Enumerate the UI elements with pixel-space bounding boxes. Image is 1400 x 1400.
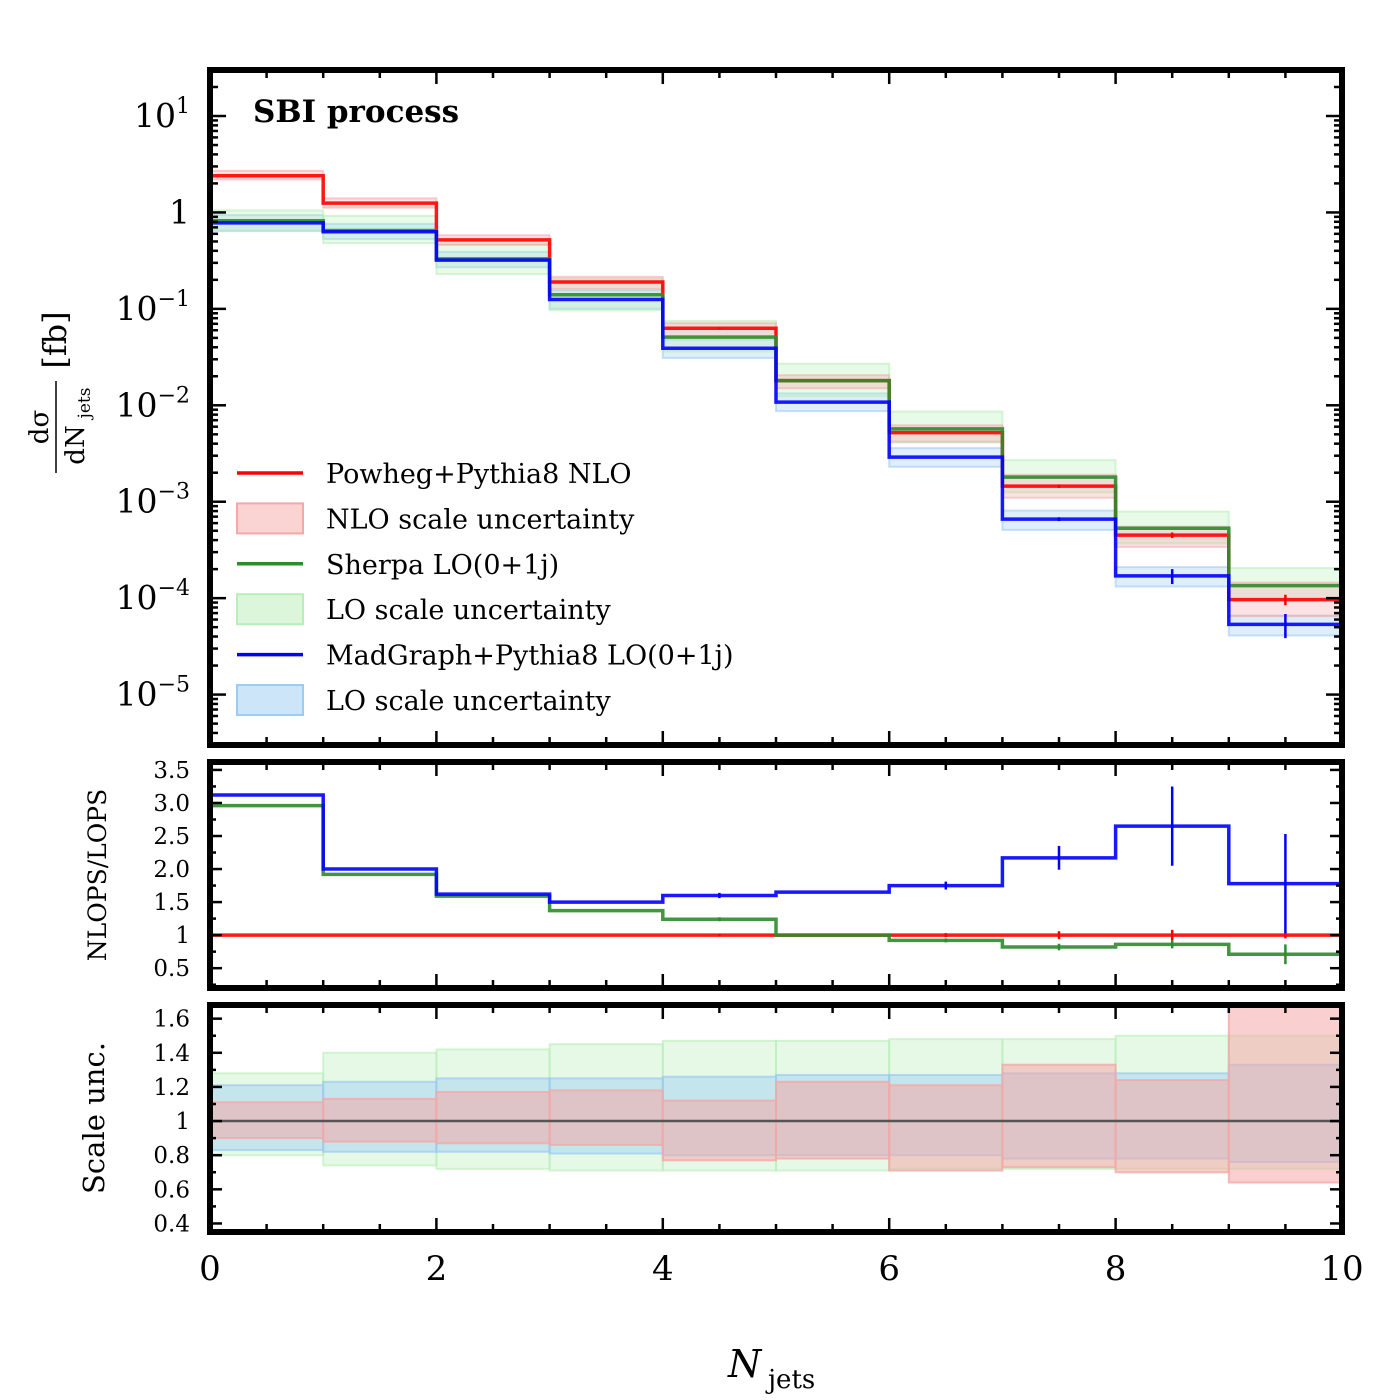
scale-y-tick-label: 0.8: [153, 1143, 190, 1169]
top-series: [210, 174, 1342, 639]
scale-y-tick-label: 0.6: [153, 1177, 190, 1203]
tick-base: 10: [116, 578, 158, 617]
top-ylabel-denominator-sub: jets: [75, 388, 95, 421]
top-ylabel-numerator: dσ: [25, 410, 55, 444]
legend-label: LO scale uncertainty: [326, 595, 612, 626]
top-y-tick-label: 101: [134, 94, 190, 135]
tick-base: 10: [134, 96, 176, 135]
ratio-series: [210, 786, 1342, 965]
top-y-tick-label: 10−2: [116, 383, 190, 424]
tick-base: 10: [116, 289, 158, 328]
top-ylabel: dσ dN jets [fb]: [25, 311, 95, 473]
legend-label: LO scale uncertainty: [326, 686, 612, 717]
ratio-panel-frame: [207, 759, 1345, 991]
tick-exponent: −3: [158, 480, 190, 505]
legend-label: Powheg+Pythia8 NLO: [326, 459, 632, 490]
top-y-tick-label: 1: [169, 192, 190, 231]
ratio-y-tick-label: 1: [175, 923, 190, 949]
tick-base: 10: [116, 675, 158, 714]
legend-band-swatch: [236, 593, 304, 626]
x-axis-label-sub: jets: [765, 1365, 815, 1395]
legend: Powheg+Pythia8 NLO NLO scale uncertainty S…: [236, 459, 734, 717]
legend-band-swatch: [236, 502, 304, 535]
ratio-y-tick-label: 2.5: [153, 824, 190, 850]
tick-exponent: −2: [158, 383, 190, 408]
legend-band-swatch: [236, 684, 304, 716]
legend-label: Sherpa LO(0+1j): [326, 550, 559, 581]
x-tick-label: 4: [652, 1249, 674, 1289]
powheg-scale-band-bin: [888, 1084, 1004, 1172]
ratio-y-tick-label: 2.0: [153, 857, 190, 883]
process-annotation: SBI process: [253, 94, 459, 130]
x-tick-label: 6: [878, 1249, 900, 1289]
x-axis-label: N: [727, 1342, 763, 1386]
powheg-scale-band-bin: [1114, 1079, 1230, 1174]
top-y-tick-label: 10−3: [116, 480, 190, 521]
top-y-tick-label: 10−4: [116, 576, 190, 617]
scale-y-tick-label: 1.6: [153, 1007, 190, 1033]
tick-exponent: −4: [158, 576, 190, 601]
legend-label: MadGraph+Pythia8 LO(0+1j): [326, 641, 734, 672]
tick-exponent: 1: [176, 94, 190, 119]
tick-exponent: −5: [158, 673, 190, 698]
scale-ylabel: Scale unc.: [77, 1042, 111, 1194]
x-tick-label: 10: [1320, 1249, 1363, 1289]
x-tick-label: 2: [426, 1249, 448, 1289]
scale-y-tick-label: 0.4: [153, 1211, 190, 1237]
top-y-tick-label: 10−1: [116, 287, 190, 328]
top-ylabel-denominator: dN: [61, 425, 91, 464]
x-tick-label: 8: [1105, 1249, 1127, 1289]
madgraph-ratio-line: [210, 793, 1342, 904]
madgraph-top-line: [210, 221, 1342, 627]
ratio-y-tick-label: 3.5: [153, 758, 190, 784]
top-y-tick-label: 10−5: [116, 673, 190, 714]
top-ylabel-unit: [fb]: [36, 311, 74, 368]
tick-base: 10: [116, 482, 158, 521]
ratio-y-tick-label: 1.5: [153, 890, 190, 916]
scale-y-tick-label: 1.4: [153, 1041, 190, 1067]
legend-label: NLO scale uncertainty: [326, 504, 635, 535]
tick-exponent: −1: [158, 287, 190, 312]
powheg-scale-band-bin: [435, 1091, 551, 1145]
powheg-scale-band-bin: [1001, 1063, 1117, 1169]
powheg-scale-band-bin: [661, 1099, 777, 1162]
powheg-scale-band-bin: [1227, 1004, 1344, 1184]
scale-panel-frame: [207, 1002, 1345, 1235]
scale-y-tick-label: 1: [175, 1109, 190, 1135]
scale-uncertainty-bands: [209, 1004, 1344, 1184]
top-panel-frame: [207, 67, 1345, 748]
scale-y-tick-label: 1.2: [153, 1075, 190, 1101]
ratio-y-tick-label: 0.5: [153, 956, 190, 982]
powheg-scale-band-bin: [548, 1089, 664, 1146]
ratio-ylabel: NLOPS/LOPS: [83, 789, 112, 961]
x-tick-label: 0: [199, 1249, 221, 1289]
tick-labels: 0 2 4 6 8 10101110−110−210−310−410−53.53.02.5…: [116, 94, 1364, 1289]
ratio-y-tick-label: 3.0: [153, 791, 190, 817]
tick-base: 10: [116, 385, 158, 424]
